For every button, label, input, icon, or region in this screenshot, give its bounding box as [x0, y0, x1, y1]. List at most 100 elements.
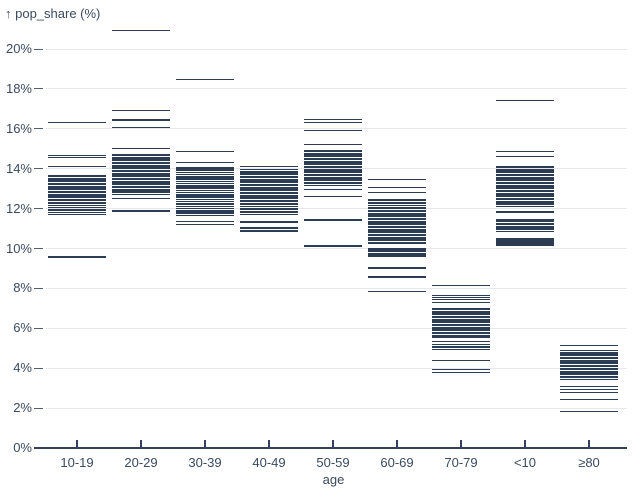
data-tick [304, 171, 362, 174]
data-tick [112, 187, 170, 189]
data-tick [176, 223, 234, 226]
y-gridline [46, 367, 627, 369]
data-tick [432, 307, 490, 309]
data-tick [112, 160, 170, 162]
data-tick [240, 189, 298, 192]
data-tick [368, 217, 426, 219]
data-tick [432, 334, 490, 336]
y-gridline [46, 208, 627, 210]
data-tick [368, 198, 426, 200]
data-tick [368, 201, 426, 203]
y-axis-tick-mark [34, 88, 43, 90]
data-tick [240, 194, 298, 196]
data-tick [560, 378, 618, 381]
data-tick [304, 151, 362, 153]
data-tick [368, 208, 426, 210]
data-tick [304, 184, 362, 186]
data-tick [368, 214, 426, 216]
data-tick [432, 314, 490, 316]
data-tick [304, 143, 362, 145]
data-tick [496, 240, 554, 242]
data-tick [304, 176, 362, 178]
data-tick [560, 361, 618, 363]
data-tick [48, 256, 106, 258]
data-tick [560, 374, 618, 376]
data-tick [304, 152, 362, 155]
data-tick [560, 386, 618, 388]
data-tick [112, 147, 170, 149]
data-tick [112, 188, 170, 190]
data-tick [240, 173, 298, 176]
data-tick [496, 150, 554, 152]
data-tick [48, 195, 106, 197]
data-tick [304, 162, 362, 164]
data-tick [432, 294, 490, 297]
data-tick [240, 180, 298, 182]
data-tick [496, 183, 554, 185]
data-tick [48, 201, 106, 203]
data-tick [496, 191, 554, 193]
y-axis-tick-label: 10% [5, 240, 32, 256]
x-axis-tick-label: ≥80 [578, 454, 600, 470]
data-tick [304, 121, 362, 123]
data-tick [48, 188, 106, 191]
data-tick [496, 221, 554, 223]
data-tick [368, 204, 426, 207]
data-tick [240, 196, 298, 198]
y-axis-tick-label: 6% [13, 320, 32, 336]
data-tick [112, 119, 170, 121]
data-tick [240, 227, 298, 229]
data-tick [112, 158, 170, 160]
x-axis-tick-label: 40-49 [252, 454, 286, 470]
data-tick [176, 200, 234, 202]
data-tick [368, 209, 426, 211]
data-tick [560, 366, 618, 368]
data-tick [48, 207, 106, 209]
data-tick [368, 225, 426, 227]
data-tick [560, 354, 618, 357]
data-tick [560, 399, 618, 401]
data-tick [48, 193, 106, 195]
data-tick [496, 184, 554, 186]
y-axis-tick-label: 2% [13, 400, 32, 416]
data-tick [304, 181, 362, 183]
data-tick [368, 227, 426, 229]
data-tick [432, 333, 490, 335]
data-tick [112, 171, 170, 173]
data-tick [48, 200, 106, 202]
data-tick [240, 209, 298, 211]
data-tick [560, 370, 618, 373]
data-tick [304, 219, 362, 221]
data-tick [48, 179, 106, 181]
data-tick [368, 243, 426, 245]
data-tick [304, 156, 362, 158]
data-tick [368, 228, 426, 231]
y-axis-tick-label: 18% [5, 80, 32, 96]
data-tick [240, 170, 298, 172]
data-tick [176, 179, 234, 181]
y-gridline [46, 168, 627, 170]
data-tick [240, 202, 298, 204]
y-axis-tick-mark [34, 367, 43, 369]
data-tick [560, 375, 618, 377]
data-tick [496, 202, 554, 204]
data-tick [496, 205, 554, 207]
data-tick [496, 219, 554, 221]
x-axis-tick-mark [588, 440, 590, 447]
data-tick [240, 193, 298, 195]
data-tick [176, 209, 234, 211]
data-tick [496, 200, 554, 202]
data-tick [48, 182, 106, 184]
data-tick [432, 360, 490, 362]
data-tick [496, 170, 554, 172]
data-tick [496, 173, 554, 175]
data-tick [560, 362, 618, 365]
data-tick [176, 173, 234, 175]
x-axis-tick-mark [524, 440, 526, 447]
data-tick [368, 222, 426, 224]
x-axis-tick-mark [460, 440, 462, 447]
data-tick [176, 213, 234, 215]
y-gridline [46, 48, 627, 50]
data-tick [48, 154, 106, 156]
